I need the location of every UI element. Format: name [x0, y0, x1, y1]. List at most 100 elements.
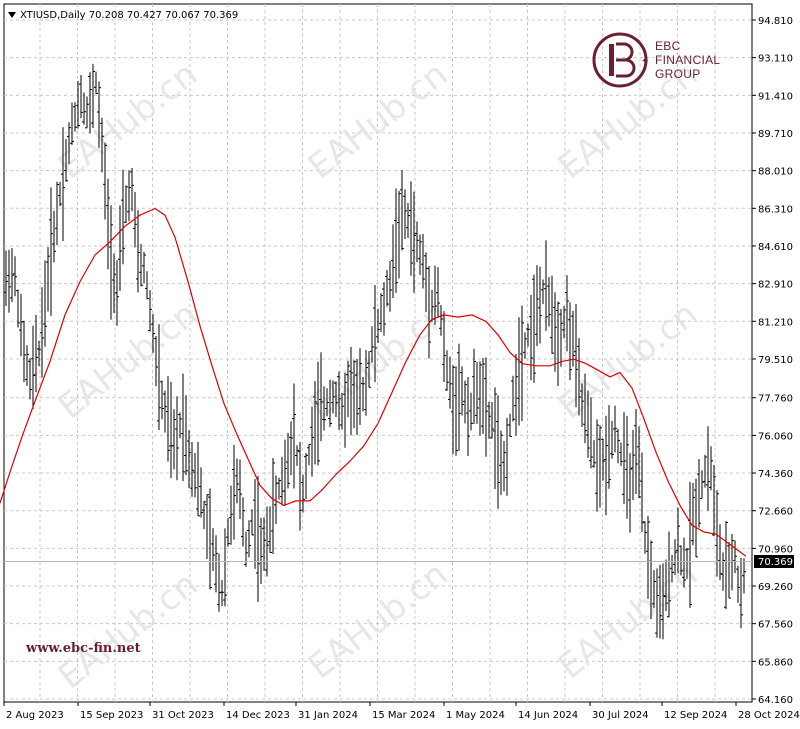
ohlc-bar: [346, 360, 350, 418]
ohlc-bar: [337, 371, 341, 430]
ohlc-bar: [397, 190, 401, 279]
x-tick-label: 14 Jun 2024: [518, 710, 578, 721]
ebc-logo: ✦ EBC FINANCIAL GROUP: [592, 32, 720, 88]
ohlc-bar: [364, 349, 368, 416]
moving-average-line: [0, 207, 747, 557]
ohlc-bar: [553, 292, 557, 372]
ohlc-bar: [652, 570, 656, 608]
ohlc-bar: [439, 305, 443, 336]
ohlc-bar: [232, 444, 236, 540]
ohlc-bar: [673, 539, 677, 575]
y-tick-label: 94.810: [758, 16, 793, 27]
ohlc-bar: [133, 192, 137, 248]
ohlc-bar: [502, 441, 506, 492]
ohlc-bar: [607, 405, 611, 489]
ohlc-bar: [112, 253, 116, 314]
ohlc-bar: [178, 412, 182, 439]
ohlc-bar: [25, 345, 29, 386]
ohlc-bar: [73, 102, 77, 132]
y-tick-label: 67.560: [758, 620, 793, 631]
x-tick-label: 2 Aug 2023: [6, 710, 64, 721]
price-bars: [4, 63, 746, 640]
ohlc-bar: [91, 63, 95, 129]
ohlc-bar: [55, 181, 59, 246]
ohlc-bar: [490, 401, 494, 439]
ohlc-bar: [154, 336, 158, 387]
ohlc-bar: [577, 338, 581, 416]
ohlc-bar: [436, 267, 440, 317]
ohlc-bar: [622, 412, 626, 504]
ohlc-bar: [295, 445, 299, 466]
ohlc-bar: [265, 506, 269, 577]
ohlc-bar: [319, 352, 323, 442]
ohlc-bar: [481, 358, 485, 434]
ohlc-bar: [544, 240, 548, 331]
y-tick-label: 84.610: [758, 242, 793, 253]
ohlc-bar: [238, 459, 242, 520]
website-url: www.ebc-fin.net: [25, 641, 141, 656]
ohlc-bar: [379, 293, 383, 333]
ohlc-bar: [148, 290, 152, 332]
ohlc-bar: [94, 71, 98, 95]
ohlc-bar: [175, 396, 179, 481]
ohlc-bar: [469, 392, 473, 431]
ohlc-bar: [742, 558, 746, 594]
ohlc-bar: [352, 360, 356, 428]
y-tick-label: 81.210: [758, 317, 793, 328]
ohlc-bar: [229, 485, 233, 545]
ohlc-bar: [85, 96, 89, 129]
x-tick-label: 1 May 2024: [446, 710, 505, 721]
ohlc-bar: [256, 475, 260, 602]
ohlc-bar: [166, 376, 170, 462]
ohlc-bar: [130, 168, 134, 212]
ohlc-bar: [235, 458, 239, 504]
ohlc-bar: [121, 169, 125, 265]
ohlc-bar: [211, 528, 215, 571]
x-tick-label: 31 Jan 2024: [298, 710, 358, 721]
y-tick-label: 88.010: [758, 167, 793, 178]
ohlc-bar: [22, 320, 26, 383]
ohlc-bar: [316, 361, 320, 466]
ohlc-bar: [334, 381, 338, 417]
ohlc-bar: [184, 395, 188, 475]
ohlc-bar: [715, 490, 719, 577]
ohlc-bar: [196, 441, 200, 517]
ohlc-bar: [574, 304, 578, 408]
ohlc-bar: [298, 441, 302, 531]
ohlc-bar: [451, 365, 455, 455]
ohlc-bar: [658, 564, 662, 639]
dropdown-triangle-icon[interactable]: [8, 12, 16, 18]
ohlc-bar: [181, 373, 185, 482]
x-tick-label: 15 Mar 2024: [372, 710, 435, 721]
ohlc-bar: [619, 442, 623, 466]
ohlc-bar: [565, 275, 569, 352]
ohlc-bar: [640, 452, 644, 532]
ohlc-bar: [283, 439, 287, 507]
ohlc-bar: [706, 426, 710, 511]
ohlc-bar: [403, 189, 407, 240]
ohlc-bar: [676, 507, 680, 574]
x-tick-label: 31 Oct 2023: [152, 710, 214, 721]
ohlc-bar: [736, 565, 740, 603]
y-tick-label: 74.360: [758, 469, 793, 480]
ohlc-bar: [529, 295, 533, 381]
ohlc-bar: [613, 405, 617, 453]
ohlc-bar: [100, 117, 104, 173]
y-tick-label: 65.860: [758, 657, 793, 668]
y-tick-label: 76.060: [758, 431, 793, 442]
ohlc-bar: [376, 308, 380, 343]
ohlc-bar: [637, 426, 641, 499]
y-tick-label: 91.410: [758, 91, 793, 102]
ohlc-bar: [82, 92, 86, 125]
ohlc-bar: [670, 555, 674, 583]
ohlc-bar: [568, 302, 572, 381]
y-tick-label: 64.160: [758, 695, 793, 706]
ohlc-bar: [487, 401, 491, 439]
ohlc-bar: [448, 356, 452, 409]
ohlc-bar: [454, 366, 458, 456]
ohlc-bar: [514, 353, 518, 436]
ohlc-bar: [562, 305, 566, 339]
ohlc-bar: [46, 247, 50, 312]
y-tick-label: 72.660: [758, 507, 793, 518]
ohlc-bar: [151, 313, 155, 353]
